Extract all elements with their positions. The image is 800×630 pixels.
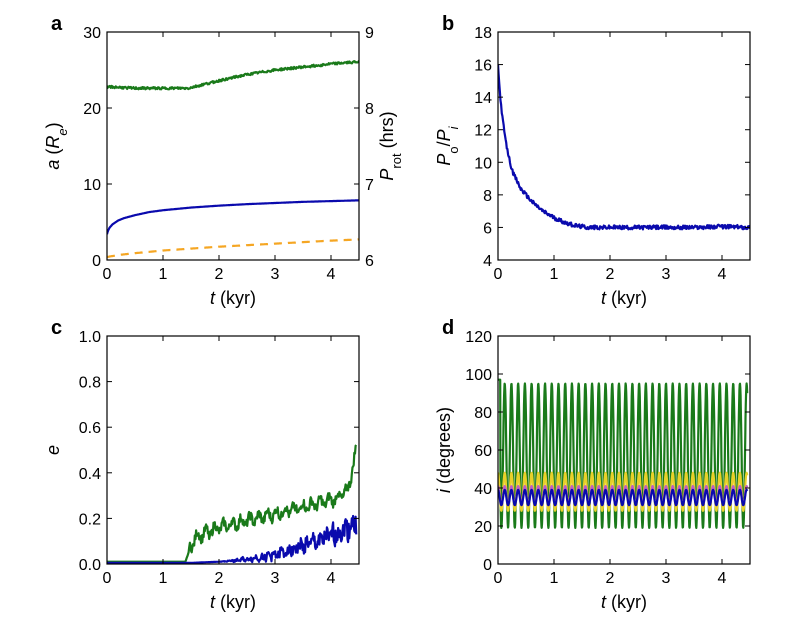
y-right-tick-label: 9 bbox=[365, 25, 374, 42]
series-group bbox=[498, 378, 749, 529]
y-axis-label: e bbox=[43, 445, 63, 455]
x-tick-label: 0 bbox=[103, 266, 112, 283]
y-right-tick-label: 6 bbox=[365, 253, 374, 270]
y-tick-label: 120 bbox=[465, 329, 492, 346]
x-axis-label: t (kyr) bbox=[601, 592, 647, 612]
x-axis-label: t (kyr) bbox=[210, 288, 256, 308]
y-axis-label: i (degrees) bbox=[434, 407, 454, 493]
y-tick-label: 30 bbox=[83, 25, 101, 42]
y-right-tick-label: 8 bbox=[365, 101, 374, 118]
series-line-1 bbox=[107, 444, 358, 563]
y-tick-label: 0.4 bbox=[79, 466, 101, 483]
panel-letter: b bbox=[442, 13, 454, 35]
plot-frame bbox=[106, 335, 360, 565]
y-tick-label: 4 bbox=[483, 253, 492, 270]
y-tick-label: 18 bbox=[474, 25, 492, 42]
x-tick-label: 0 bbox=[103, 570, 112, 587]
series-line-1 bbox=[498, 378, 749, 529]
panel-letter: a bbox=[51, 13, 63, 35]
x-tick-label: 2 bbox=[606, 266, 615, 283]
y-axis-right-label: Prot (hrs) bbox=[377, 111, 404, 180]
x-tick-label: 4 bbox=[327, 570, 336, 587]
series-group bbox=[498, 64, 750, 231]
x-tick-label: 2 bbox=[606, 570, 615, 587]
x-tick-label: 1 bbox=[159, 266, 168, 283]
y-tick-label: 0.0 bbox=[79, 557, 101, 574]
y-tick-label: 20 bbox=[83, 101, 101, 118]
x-tick-label: 4 bbox=[718, 570, 727, 587]
y-axis-label: a (Re) bbox=[43, 122, 70, 169]
y-tick-label: 0 bbox=[92, 253, 101, 270]
series-line-1 bbox=[498, 64, 750, 231]
panel-a: 0 1 2 3 4 0 10 20 30 6 7 8 9 a t (kyr) a (Re) Prot (hrs) bbox=[43, 13, 404, 308]
x-tick-label: 1 bbox=[550, 570, 559, 587]
y-tick-label: 10 bbox=[474, 155, 492, 172]
series-group bbox=[107, 60, 359, 259]
series-group bbox=[107, 444, 358, 564]
series-line-2 bbox=[107, 514, 358, 564]
y-tick-label: 12 bbox=[474, 123, 492, 140]
series-line-2 bbox=[107, 238, 359, 259]
series-line-4 bbox=[498, 488, 749, 507]
y-tick-label: 10 bbox=[83, 177, 101, 194]
x-tick-label: 4 bbox=[718, 266, 727, 283]
x-tick-label: 2 bbox=[215, 266, 224, 283]
x-tick-label: 1 bbox=[159, 570, 168, 587]
y-tick-label: 60 bbox=[474, 443, 492, 460]
x-tick-label: 3 bbox=[662, 570, 671, 587]
y-tick-label: 0.6 bbox=[79, 420, 101, 437]
x-axis-label: t (kyr) bbox=[601, 288, 647, 308]
plot-frame bbox=[106, 31, 360, 261]
y-tick-label: 20 bbox=[474, 519, 492, 536]
x-tick-label: 1 bbox=[550, 266, 559, 283]
y-tick-label: 80 bbox=[474, 405, 492, 422]
series-line-1 bbox=[107, 199, 359, 235]
y-tick-label: 0.8 bbox=[79, 375, 101, 392]
panel-letter: d bbox=[442, 317, 454, 339]
y-tick-label: 0.2 bbox=[79, 511, 101, 528]
x-tick-label: 3 bbox=[662, 266, 671, 283]
y-tick-label: 14 bbox=[474, 90, 492, 107]
y-axis-label: Po/Pi bbox=[434, 125, 461, 165]
y-tick-label: 6 bbox=[483, 220, 492, 237]
y-right-tick-label: 7 bbox=[365, 177, 374, 194]
y-tick-label: 40 bbox=[474, 481, 492, 498]
panel-c: 0 1 2 3 4 0.0 0.2 0.4 0.6 0.8 1.0 c t (kyr) e bbox=[43, 317, 360, 612]
x-tick-label: 4 bbox=[327, 266, 336, 283]
y-tick-label: 8 bbox=[483, 188, 492, 205]
plot-frame bbox=[497, 31, 751, 261]
y-tick-label: 1.0 bbox=[79, 329, 101, 346]
x-tick-label: 0 bbox=[494, 570, 503, 587]
x-tick-label: 0 bbox=[494, 266, 503, 283]
y-tick-label: 16 bbox=[474, 58, 492, 75]
x-tick-label: 3 bbox=[271, 570, 280, 587]
x-tick-label: 2 bbox=[215, 570, 224, 587]
x-axis-label: t (kyr) bbox=[210, 592, 256, 612]
y-tick-label: 100 bbox=[465, 367, 492, 384]
x-tick-label: 3 bbox=[271, 266, 280, 283]
series-line-3 bbox=[107, 60, 359, 91]
y-tick-label: 0 bbox=[483, 557, 492, 574]
panel-letter: c bbox=[51, 317, 62, 339]
series-line-2 bbox=[498, 471, 749, 512]
